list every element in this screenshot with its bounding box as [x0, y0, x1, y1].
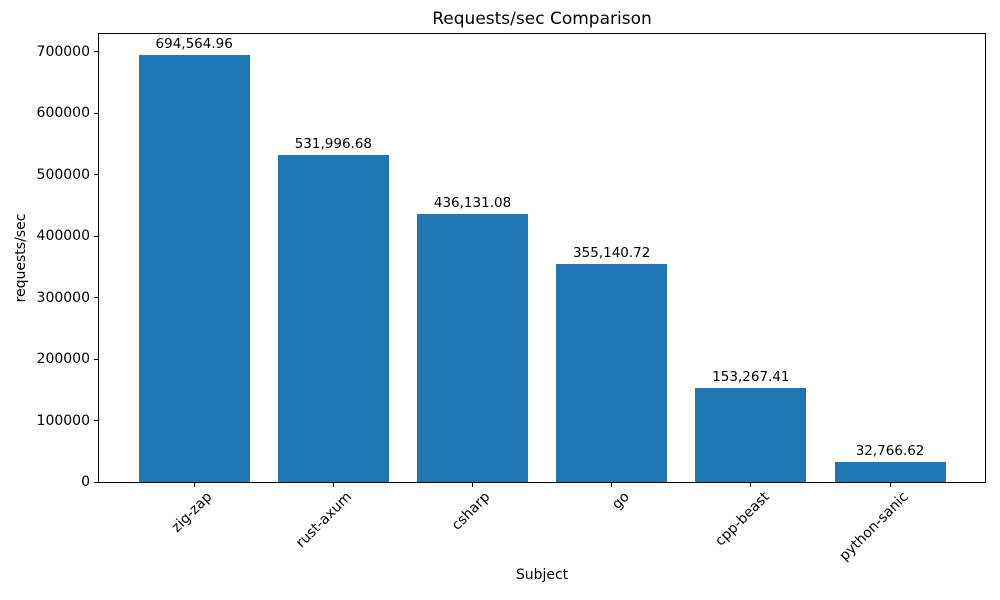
x-tick-mark	[750, 483, 752, 487]
y-tick-label: 400000	[36, 228, 90, 245]
chart-title: Requests/sec Comparison	[432, 9, 652, 29]
y-axis-label: requests/sec	[13, 213, 29, 303]
bar-csharp	[417, 214, 529, 482]
x-axis-label: Subject	[515, 567, 569, 583]
y-tick-label: 0	[81, 474, 90, 490]
x-tick-mark	[889, 483, 891, 487]
x-tick-label: csharp	[449, 489, 494, 534]
y-tick-label: 200000	[36, 351, 90, 368]
x-tick-label: cpp-beast	[711, 489, 773, 550]
x-tick-mark	[472, 483, 474, 487]
x-tick-label: go	[609, 489, 634, 513]
bar-zig-zap	[138, 55, 250, 482]
bar-value-label: 355,140.72	[573, 244, 651, 261]
y-tick-mark	[94, 297, 98, 299]
bar-python-sanic	[834, 461, 946, 482]
y-tick-label: 300000	[36, 289, 90, 306]
y-tick-mark	[94, 358, 98, 360]
y-tick-label: 100000	[36, 412, 90, 429]
bar-cpp-beast	[695, 387, 807, 482]
y-tick-label: 700000	[36, 43, 90, 60]
x-tick-label: rust-axum	[292, 489, 355, 552]
y-tick-label: 500000	[36, 166, 90, 183]
y-tick-mark	[94, 51, 98, 53]
y-tick-mark	[94, 235, 98, 237]
y-tick-mark	[94, 112, 98, 114]
x-tick-label: python-sanic	[836, 489, 912, 565]
y-tick-mark	[94, 174, 98, 176]
x-tick-mark	[193, 483, 195, 487]
bar-value-label: 153,267.41	[712, 368, 790, 385]
bar-value-label: 531,996.68	[294, 136, 372, 153]
bar-value-label: 694,564.96	[155, 36, 233, 53]
y-tick-mark	[94, 420, 98, 422]
bar-value-label: 436,131.08	[433, 195, 512, 212]
y-tick-label: 600000	[36, 105, 90, 122]
y-tick-mark	[94, 481, 98, 483]
plot-area: 0 100000 200000 300000 400000 500000 600000 700…	[37, 33, 986, 564]
bar-rust-axum	[277, 155, 389, 482]
bar-value-label: 32,766.62	[855, 442, 925, 459]
x-tick-label: zig-zap	[168, 489, 216, 536]
x-tick-mark	[332, 483, 334, 487]
bar-go	[556, 263, 668, 482]
x-tick-mark	[611, 483, 613, 487]
